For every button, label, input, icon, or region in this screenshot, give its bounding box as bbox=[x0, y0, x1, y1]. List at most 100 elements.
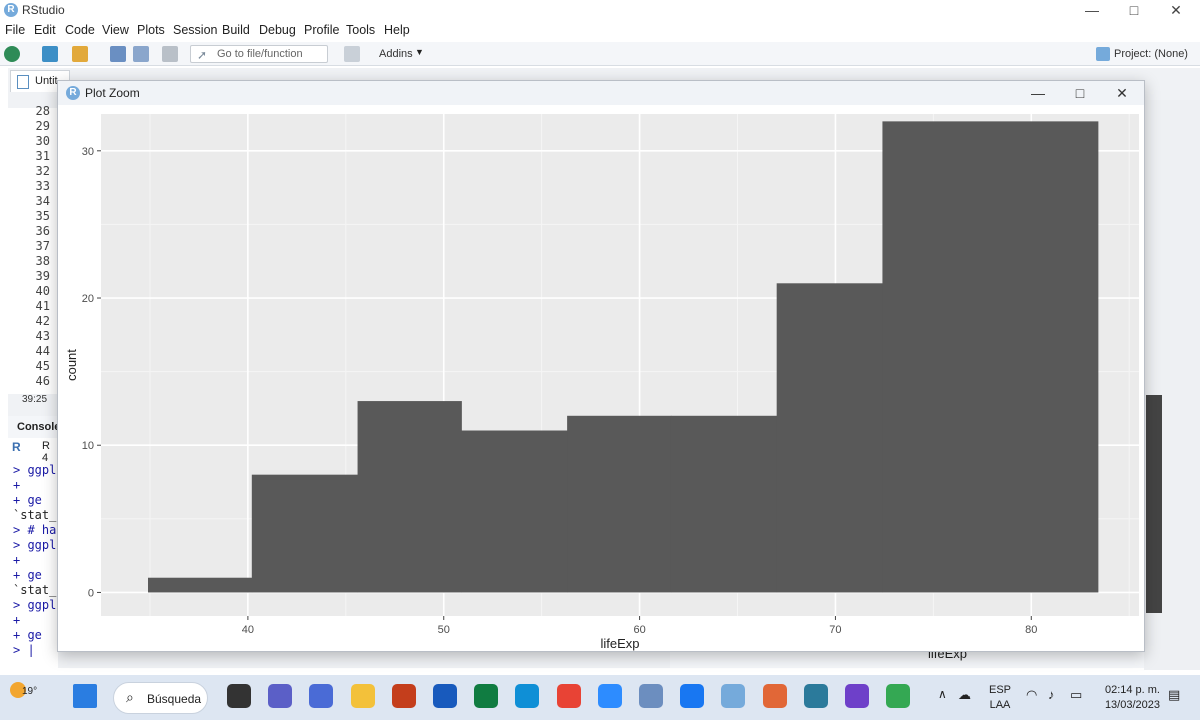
menu-debug[interactable]: Debug bbox=[259, 23, 296, 37]
console-line: > | bbox=[13, 643, 35, 657]
clock-time: 02:14 p. m. bbox=[1104, 684, 1160, 696]
histogram-chart: 40 50 60 70 80 0 10 20 30 lifeExp count bbox=[64, 114, 1139, 651]
menu-tools[interactable]: Tools bbox=[346, 23, 376, 37]
clock[interactable]: 02:14 p. m. 13/03/2023 bbox=[1096, 683, 1160, 713]
console-line: + ge bbox=[13, 628, 42, 642]
edge-icon[interactable] bbox=[515, 684, 540, 708]
close-button[interactable]: ✕ bbox=[1170, 2, 1182, 18]
addins-menu[interactable]: Addins bbox=[379, 48, 413, 60]
histogram-bar bbox=[251, 474, 359, 593]
y-tick-label: 30 bbox=[82, 146, 94, 158]
chevron-down-icon: ▼ bbox=[415, 47, 424, 57]
rstudio-icon[interactable] bbox=[721, 684, 746, 708]
word-icon[interactable] bbox=[433, 684, 457, 708]
new-file-icon[interactable] bbox=[4, 46, 20, 62]
arrow-right-icon: ➚ bbox=[197, 48, 208, 62]
console-line: + ge bbox=[13, 493, 42, 507]
minimize-button[interactable]: — bbox=[1031, 85, 1045, 101]
wifi-icon[interactable]: ◠ bbox=[1026, 687, 1038, 702]
project-menu[interactable]: Project: (None) bbox=[1114, 48, 1188, 60]
y-axis-title: count bbox=[64, 349, 79, 381]
line-number: 42 bbox=[35, 314, 50, 328]
go-to-file-input[interactable]: ➚ Go to file/function bbox=[190, 45, 328, 63]
task-view-icon[interactable] bbox=[227, 684, 251, 708]
powerpoint-icon[interactable] bbox=[391, 684, 416, 708]
chevron-up-icon[interactable]: ∧ bbox=[938, 687, 947, 701]
x-tick-label: 50 bbox=[438, 624, 450, 636]
go-to-file-placeholder: Go to file/function bbox=[217, 48, 303, 60]
line-number: 40 bbox=[35, 284, 50, 298]
minimize-button[interactable]: — bbox=[1085, 2, 1099, 18]
print-icon[interactable] bbox=[162, 46, 178, 62]
console-tab[interactable]: Console bbox=[17, 421, 61, 433]
menu-build[interactable]: Build bbox=[222, 23, 250, 37]
search-tool-icon[interactable] bbox=[803, 684, 828, 708]
menu-help[interactable]: Help bbox=[384, 23, 410, 37]
battery-icon[interactable]: ▭ bbox=[1070, 687, 1083, 702]
background-plot-bar bbox=[1146, 395, 1162, 613]
line-number: 44 bbox=[35, 344, 50, 358]
close-button[interactable]: ✕ bbox=[1116, 85, 1128, 101]
facebook-icon[interactable] bbox=[680, 684, 705, 708]
r-logo-icon: R bbox=[12, 440, 21, 454]
histogram-bar bbox=[148, 577, 253, 593]
x-tick-label: 70 bbox=[829, 624, 841, 636]
zoom-2-icon[interactable] bbox=[639, 684, 663, 708]
file-explorer-icon[interactable] bbox=[350, 684, 375, 708]
notifications-icon[interactable]: ▤ bbox=[1168, 687, 1181, 702]
console-line: + bbox=[13, 478, 21, 492]
console-line: > ggpl bbox=[13, 463, 57, 477]
console-line: `stat_ bbox=[13, 508, 57, 522]
plot-zoom-window: R Plot Zoom — □ ✕ 40 50 60 70 80 0 10 20 30 lifeE… bbox=[57, 80, 1145, 652]
volume-icon[interactable]: ♪ bbox=[1048, 687, 1055, 702]
maximize-button[interactable]: □ bbox=[1129, 2, 1139, 18]
rstudio-logo-icon: R bbox=[4, 3, 18, 17]
chrome-icon[interactable] bbox=[556, 684, 581, 708]
y-tick-label: 20 bbox=[82, 293, 94, 305]
x-axis-title: lifeExp bbox=[600, 636, 639, 651]
maximize-button[interactable]: □ bbox=[1075, 85, 1085, 101]
weather-sun-icon bbox=[10, 682, 26, 698]
r-script-icon bbox=[17, 75, 29, 89]
calendar-icon[interactable] bbox=[309, 684, 334, 708]
menu-session[interactable]: Session bbox=[173, 23, 218, 37]
console-line: > # ha bbox=[13, 523, 57, 537]
menu-plots[interactable]: Plots bbox=[137, 23, 165, 37]
menu-view[interactable]: View bbox=[102, 23, 129, 37]
github-desktop-icon[interactable] bbox=[845, 684, 869, 708]
search-label: Búsqueda bbox=[147, 692, 202, 706]
zoom-icon[interactable] bbox=[597, 684, 622, 708]
menu-edit[interactable]: Edit bbox=[34, 23, 56, 37]
line-number: 30 bbox=[35, 134, 50, 148]
grid-layout-icon[interactable] bbox=[344, 46, 360, 62]
zoom-chat-icon[interactable] bbox=[268, 684, 293, 708]
language-indicator[interactable]: ESP LAA bbox=[988, 683, 1012, 713]
y-tick-label: 0 bbox=[88, 587, 94, 599]
save-icon[interactable] bbox=[110, 46, 126, 62]
windows-start-icon[interactable] bbox=[73, 684, 97, 708]
chrome-profile-icon[interactable] bbox=[886, 684, 911, 708]
x-tick-label: 60 bbox=[633, 624, 645, 636]
open-file-icon[interactable] bbox=[72, 46, 88, 62]
window-title: RStudio bbox=[22, 3, 65, 17]
new-project-icon[interactable] bbox=[42, 46, 58, 62]
menu-profile[interactable]: Profile bbox=[304, 23, 340, 37]
menu-bar: File Edit Code View Plots Session Build … bbox=[0, 20, 1200, 42]
menu-file[interactable]: File bbox=[5, 23, 26, 37]
search-bar[interactable]: ⌕ Búsqueda bbox=[113, 682, 208, 714]
cursor-position: 39:25 bbox=[8, 394, 58, 408]
onedrive-icon[interactable]: ☁ bbox=[958, 687, 971, 702]
line-number: 38 bbox=[35, 254, 50, 268]
console-output[interactable]: R R 4 > ggpl + + ge `stat_ > # ha > ggpl + + ge… bbox=[8, 438, 58, 668]
plots-pane-footer bbox=[670, 650, 1144, 668]
r-version-label: R 4 bbox=[42, 440, 50, 464]
menu-code[interactable]: Code bbox=[65, 23, 95, 37]
excel-icon[interactable] bbox=[474, 684, 499, 708]
title-bar: R RStudio — □ ✕ bbox=[0, 0, 1200, 20]
save-all-icon[interactable] bbox=[133, 46, 149, 62]
x-tick-label: 80 bbox=[1025, 624, 1037, 636]
line-number: 34 bbox=[35, 194, 50, 208]
y-tick-label: 10 bbox=[82, 440, 94, 452]
matlab-icon[interactable] bbox=[762, 684, 787, 708]
console-line: + ge bbox=[13, 568, 42, 582]
